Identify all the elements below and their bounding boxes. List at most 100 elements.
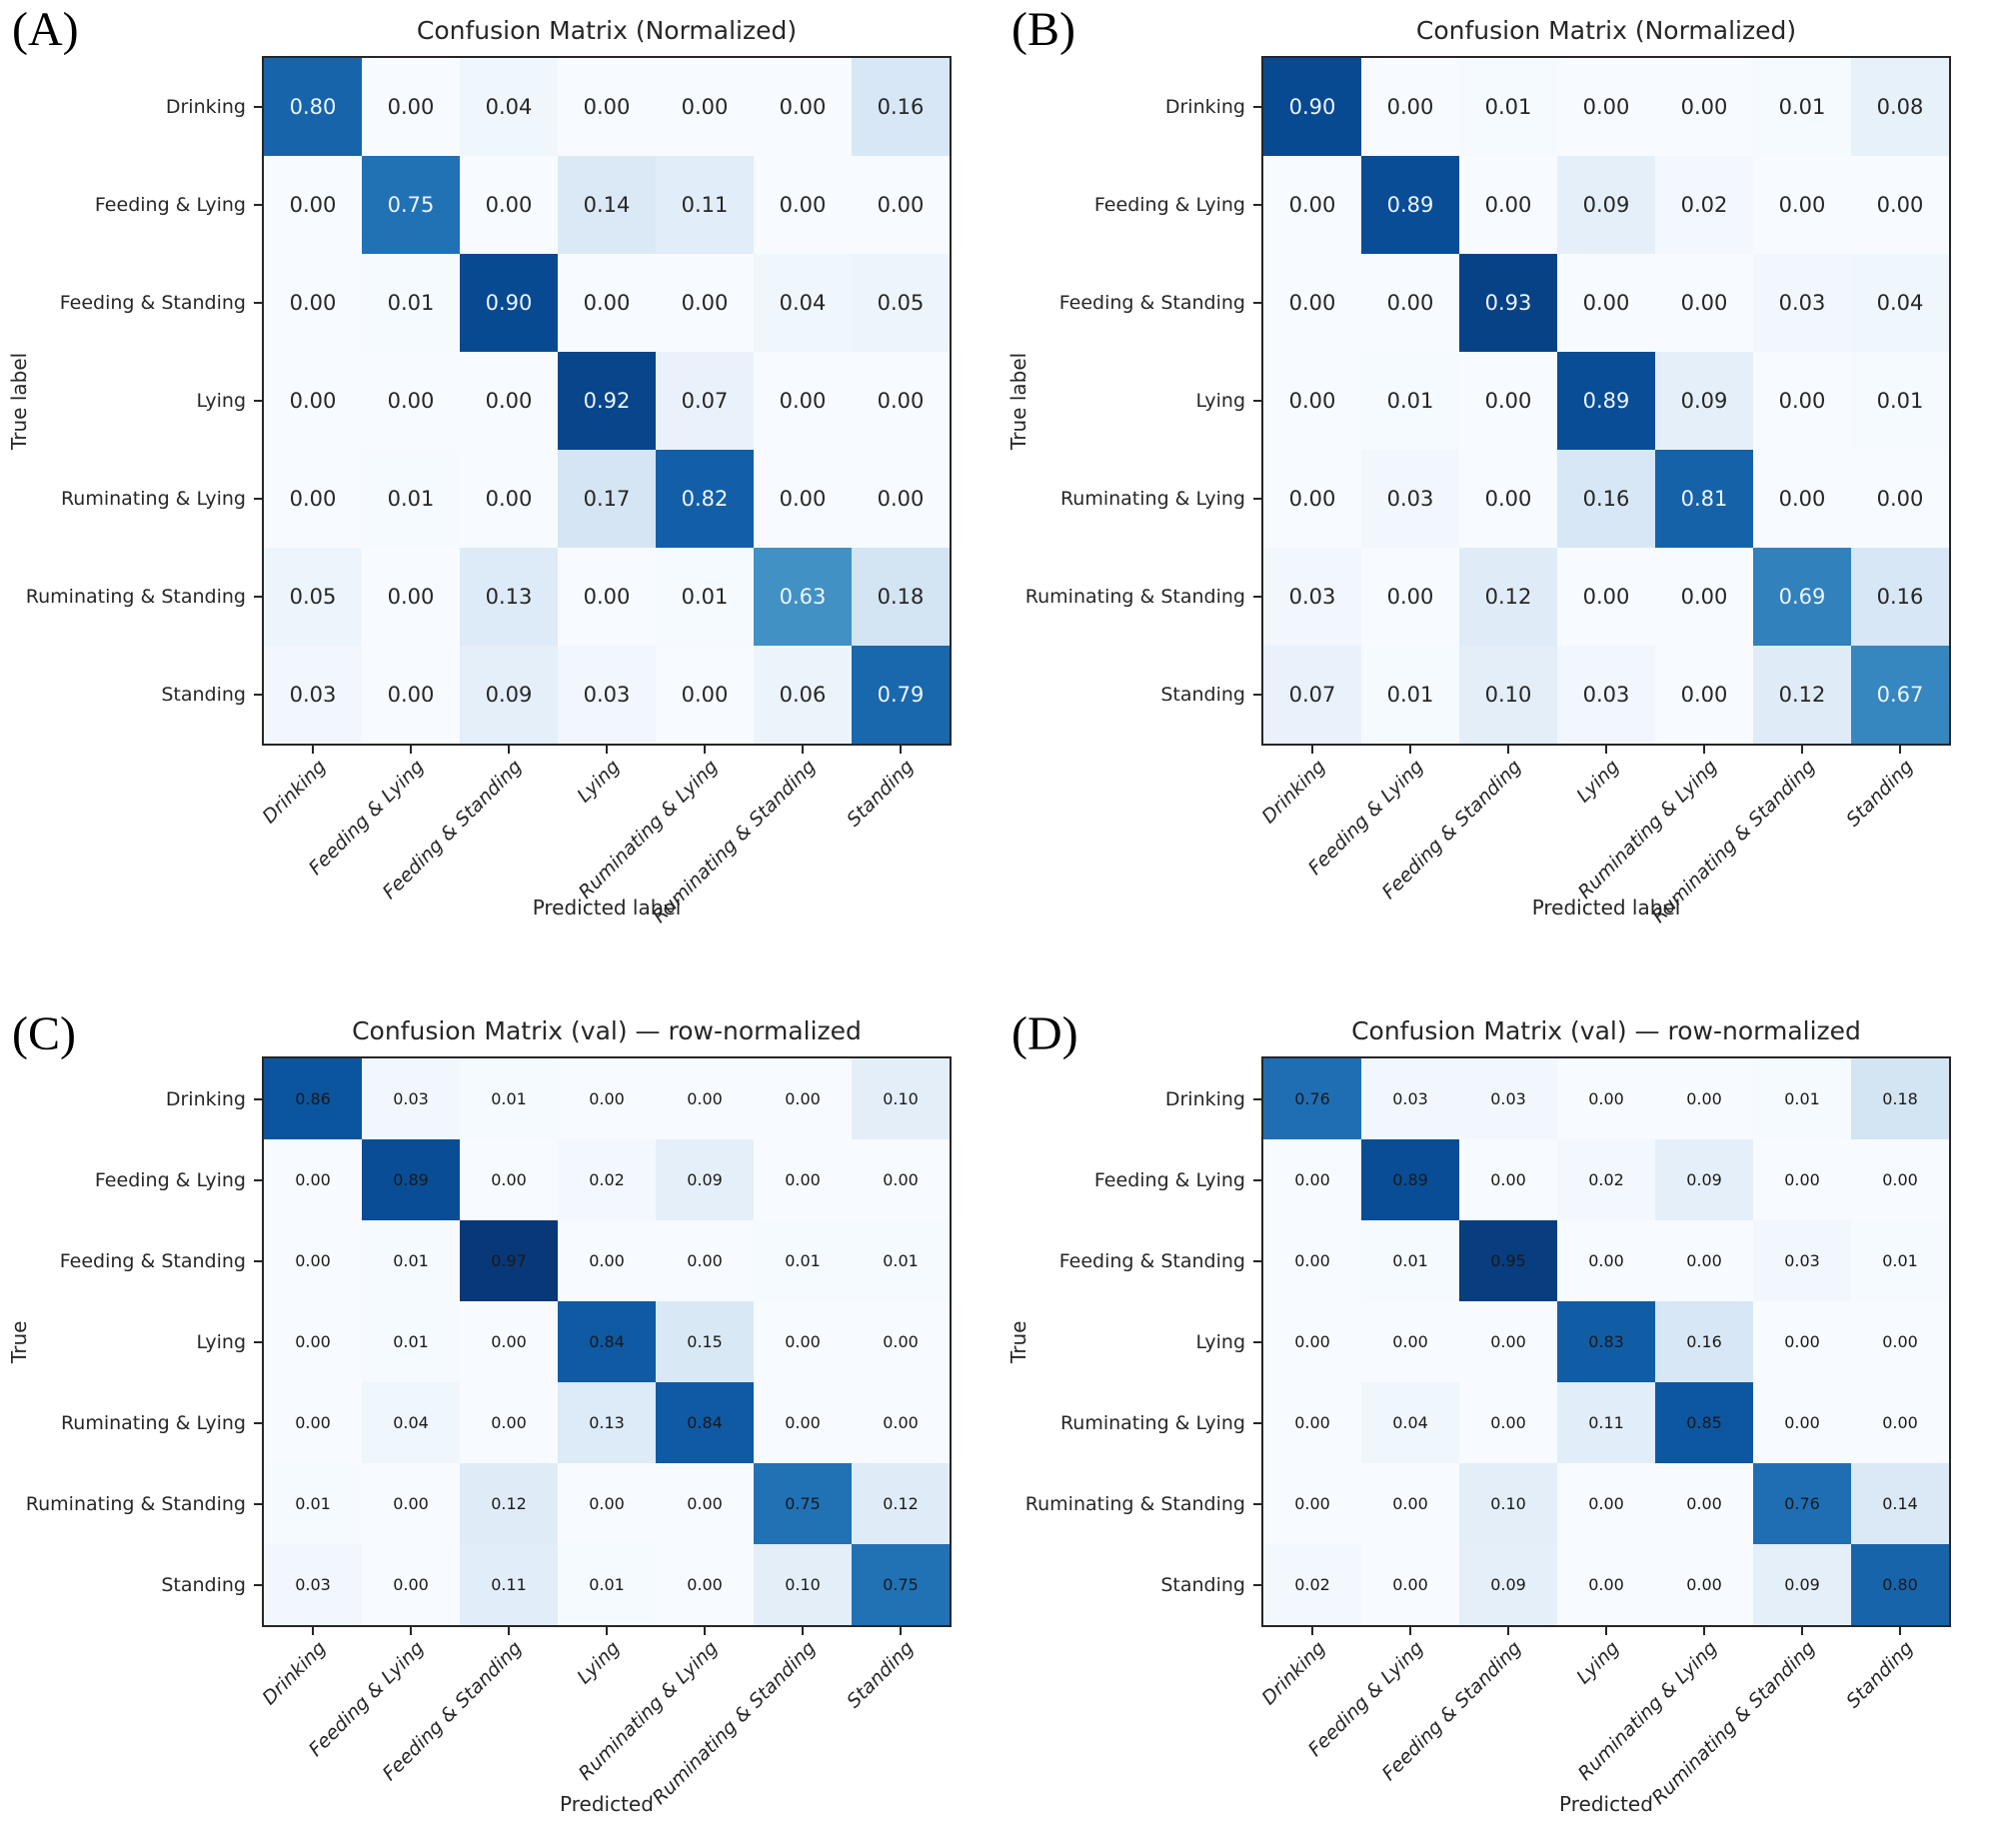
matrix-cell: 0.00 (264, 156, 362, 254)
y-axis-tick (1253, 106, 1261, 108)
matrix-cell: 0.00 (1753, 1301, 1851, 1382)
y-tick-label: Feeding & Standing (1058, 1249, 1245, 1272)
matrix-cell: 0.00 (460, 1382, 558, 1463)
matrix-cell: 0.00 (754, 58, 852, 156)
matrix-cell: 0.03 (558, 646, 656, 744)
matrix-cell: 0.12 (460, 1463, 558, 1544)
matrix-cell: 0.80 (1851, 1544, 1949, 1625)
panel-c-confusion-matrix: (C) Confusion Matrix (val) — row-normali… (0, 1004, 1000, 1848)
matrix-cell: 0.84 (656, 1382, 754, 1463)
matrix-cell: 0.00 (558, 1463, 656, 1544)
x-tick-label: Feeding & Standing (1377, 756, 1526, 904)
matrix-cell: 0.04 (460, 58, 558, 156)
matrix-cell: 0.00 (1851, 156, 1949, 254)
matrix-cell: 0.81 (1655, 450, 1753, 548)
matrix-cell: 0.00 (1557, 1058, 1655, 1139)
y-tick-label: Ruminating & Lying (1059, 1411, 1245, 1434)
y-tick-label: Drinking (1164, 1087, 1245, 1110)
y-tick-label: Lying (1195, 1330, 1245, 1353)
panel-letter: (C) (12, 1007, 76, 1060)
matrix-cell: 0.09 (1655, 1139, 1753, 1220)
matrix-cell: 0.00 (656, 58, 754, 156)
x-axis-tick (1801, 746, 1803, 754)
y-axis-tick (254, 1097, 262, 1100)
matrix-cell: 0.00 (1851, 1382, 1949, 1463)
x-tick-label: Ruminating & Standing (648, 756, 821, 927)
y-tick-label: Feeding & Lying (94, 194, 246, 216)
matrix-cell: 0.07 (1263, 646, 1361, 744)
matrix-cell: 0.00 (264, 1301, 362, 1382)
x-axis-tick (1703, 746, 1705, 754)
matrix-cell: 0.00 (1753, 1382, 1851, 1463)
x-axis-tick (900, 746, 902, 754)
x-tick-label: Drinking (1257, 756, 1330, 829)
matrix-cell: 0.09 (1655, 352, 1753, 450)
y-axis-tick (1253, 400, 1261, 402)
matrix-cell: 0.00 (1557, 1220, 1655, 1301)
matrix-cell: 0.00 (1459, 352, 1557, 450)
x-tick-label: Lying (573, 756, 625, 808)
matrix-cell: 0.00 (1361, 58, 1459, 156)
matrix-cell: 0.00 (1361, 254, 1459, 352)
matrix-cell: 0.00 (1655, 1058, 1753, 1139)
matrix-cell: 0.00 (362, 1544, 460, 1625)
heatmap-grid: 0.86 0.03 0.01 0.00 0.00 0.00 0.10 0.00 0.89 0.00… (262, 1056, 952, 1627)
matrix-cell: 0.00 (1361, 1544, 1459, 1625)
matrix-cell: 0.67 (1851, 646, 1949, 744)
matrix-cell: 0.01 (362, 450, 460, 548)
matrix-cell: 0.09 (1459, 1544, 1557, 1625)
matrix-cell: 0.01 (1753, 58, 1851, 156)
y-tick-label: Feeding & Lying (1093, 194, 1245, 216)
x-axis-tick (1801, 1627, 1803, 1635)
matrix-cell: 0.00 (754, 1139, 852, 1220)
matrix-cell: 0.89 (362, 1139, 460, 1220)
y-axis-tick (254, 1502, 262, 1505)
matrix-cell: 0.00 (362, 548, 460, 646)
matrix-cell: 0.17 (558, 450, 656, 548)
y-tick-label: Ruminating & Standing (1024, 586, 1245, 608)
matrix-cell: 0.01 (1361, 352, 1459, 450)
matrix-cell: 0.12 (1459, 548, 1557, 646)
matrix-cell: 0.69 (1753, 548, 1851, 646)
matrix-cell: 0.03 (1263, 548, 1361, 646)
matrix-cell: 0.00 (754, 156, 852, 254)
y-axis-tick (254, 1178, 262, 1181)
y-tick-label: Ruminating & Standing (25, 586, 246, 608)
matrix-cell: 0.00 (754, 1301, 852, 1382)
y-axis-tick (254, 1259, 262, 1262)
matrix-cell: 0.86 (264, 1058, 362, 1139)
x-axis-tick (1899, 746, 1901, 754)
x-axis-tick (1311, 1627, 1313, 1635)
matrix-cell: 0.06 (754, 646, 852, 744)
matrix-cell: 0.00 (460, 1139, 558, 1220)
matrix-cell: 0.97 (460, 1220, 558, 1301)
matrix-cell: 0.00 (852, 1301, 950, 1382)
matrix-cell: 0.01 (1753, 1058, 1851, 1139)
y-axis-tick (1253, 596, 1261, 598)
matrix-cell: 0.00 (656, 646, 754, 744)
matrix-cell: 0.00 (1851, 1301, 1949, 1382)
matrix-cell: 0.01 (264, 1463, 362, 1544)
matrix-cell: 0.90 (460, 254, 558, 352)
matrix-cell: 0.00 (264, 254, 362, 352)
y-axis-tick (254, 1583, 262, 1586)
x-axis-tick (410, 1627, 412, 1635)
matrix-cell: 0.00 (1655, 646, 1753, 744)
x-axis-tick (410, 746, 412, 754)
matrix-cell: 0.03 (1459, 1058, 1557, 1139)
matrix-cell: 0.75 (852, 1544, 950, 1625)
matrix-cell: 0.16 (1655, 1301, 1753, 1382)
x-axis-tick (508, 746, 510, 754)
matrix-cell: 0.00 (558, 1058, 656, 1139)
matrix-cell: 0.00 (852, 352, 950, 450)
matrix-cell: 0.79 (852, 646, 950, 744)
matrix-cell: 0.00 (656, 1058, 754, 1139)
x-axis-tick (704, 1627, 706, 1635)
matrix-cell: 0.00 (1753, 156, 1851, 254)
matrix-cell: 0.00 (1655, 58, 1753, 156)
matrix-cell: 0.00 (558, 254, 656, 352)
x-tick-label: Lying (1572, 756, 1624, 808)
matrix-cell: 0.00 (1263, 1382, 1361, 1463)
x-axis-tick (1409, 746, 1411, 754)
